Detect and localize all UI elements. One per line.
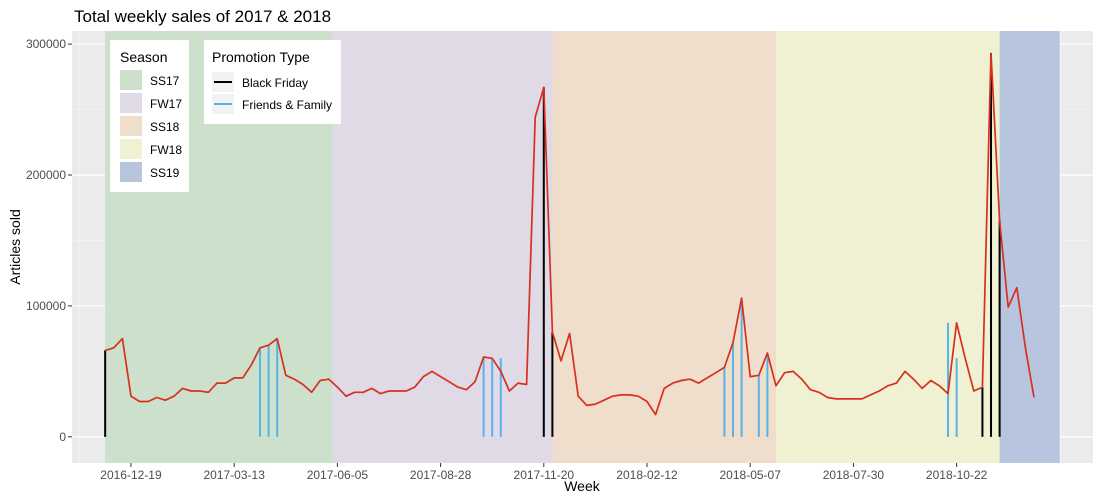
y-tick-label: 300000	[26, 37, 66, 51]
promotion-key-label: Black Friday	[242, 76, 308, 90]
x-tick-label: 2018-02-12	[616, 468, 678, 482]
promotion-legend-title: Promotion Type	[212, 49, 310, 65]
x-tick-label: 2017-11-20	[514, 468, 575, 482]
promotion-legend: Promotion Type Black Friday Friends & Fam…	[204, 40, 341, 124]
x-tick-label: 2018-07-30	[823, 468, 885, 482]
y-tick-label: 0	[59, 430, 66, 444]
promotion-bars	[104, 53, 1001, 437]
y-tick-label: 200000	[26, 168, 66, 182]
season-key-ss19	[120, 162, 142, 182]
promotion-key-label: Friends & Family	[242, 98, 332, 112]
season-key-fw17	[120, 93, 142, 113]
x-tick-label: 2017-06-05	[307, 468, 369, 482]
y-axis: 0 100000 200000 300000	[26, 37, 72, 444]
x-tick-label: 2016-12-19	[100, 468, 162, 482]
season-key-label: SS17	[150, 74, 180, 88]
y-tick-label: 100000	[26, 299, 66, 313]
season-key-label: FW17	[150, 97, 182, 111]
promotion-legend-keys: Black Friday Friends & Family	[212, 72, 332, 114]
season-legend: Season SS17 FW17 SS18 FW18 SS19	[110, 40, 189, 192]
x-tick-label: 2017-08-28	[410, 468, 472, 482]
series-layer	[104, 52, 1035, 416]
sales-line	[104, 52, 1035, 416]
chart-title: Total weekly sales of 2017 & 2018	[74, 7, 331, 26]
x-tick-label: 2018-10-22	[926, 468, 988, 482]
x-tick-label: 2017-03-13	[203, 468, 265, 482]
season-key-label: SS18	[150, 120, 180, 134]
x-axis: 2016-12-19 2017-03-13 2017-06-05 2017-08-28…	[100, 463, 988, 482]
season-band-fw17	[332, 31, 553, 463]
season-legend-keys: SS17 FW17 SS18 FW18 SS19	[120, 70, 182, 182]
season-band-fw18	[776, 31, 1000, 463]
season-key-label: FW18	[150, 143, 182, 157]
x-axis-label: Week	[564, 478, 601, 494]
season-key-ss17	[120, 70, 142, 90]
season-band-ss19	[999, 31, 1060, 463]
season-key-label: SS19	[150, 166, 180, 180]
season-legend-title: Season	[120, 49, 167, 65]
season-key-fw18	[120, 139, 142, 159]
y-axis-label: Articles sold	[7, 209, 23, 284]
season-key-ss18	[120, 116, 142, 136]
x-tick-label: 2018-05-07	[720, 468, 782, 482]
